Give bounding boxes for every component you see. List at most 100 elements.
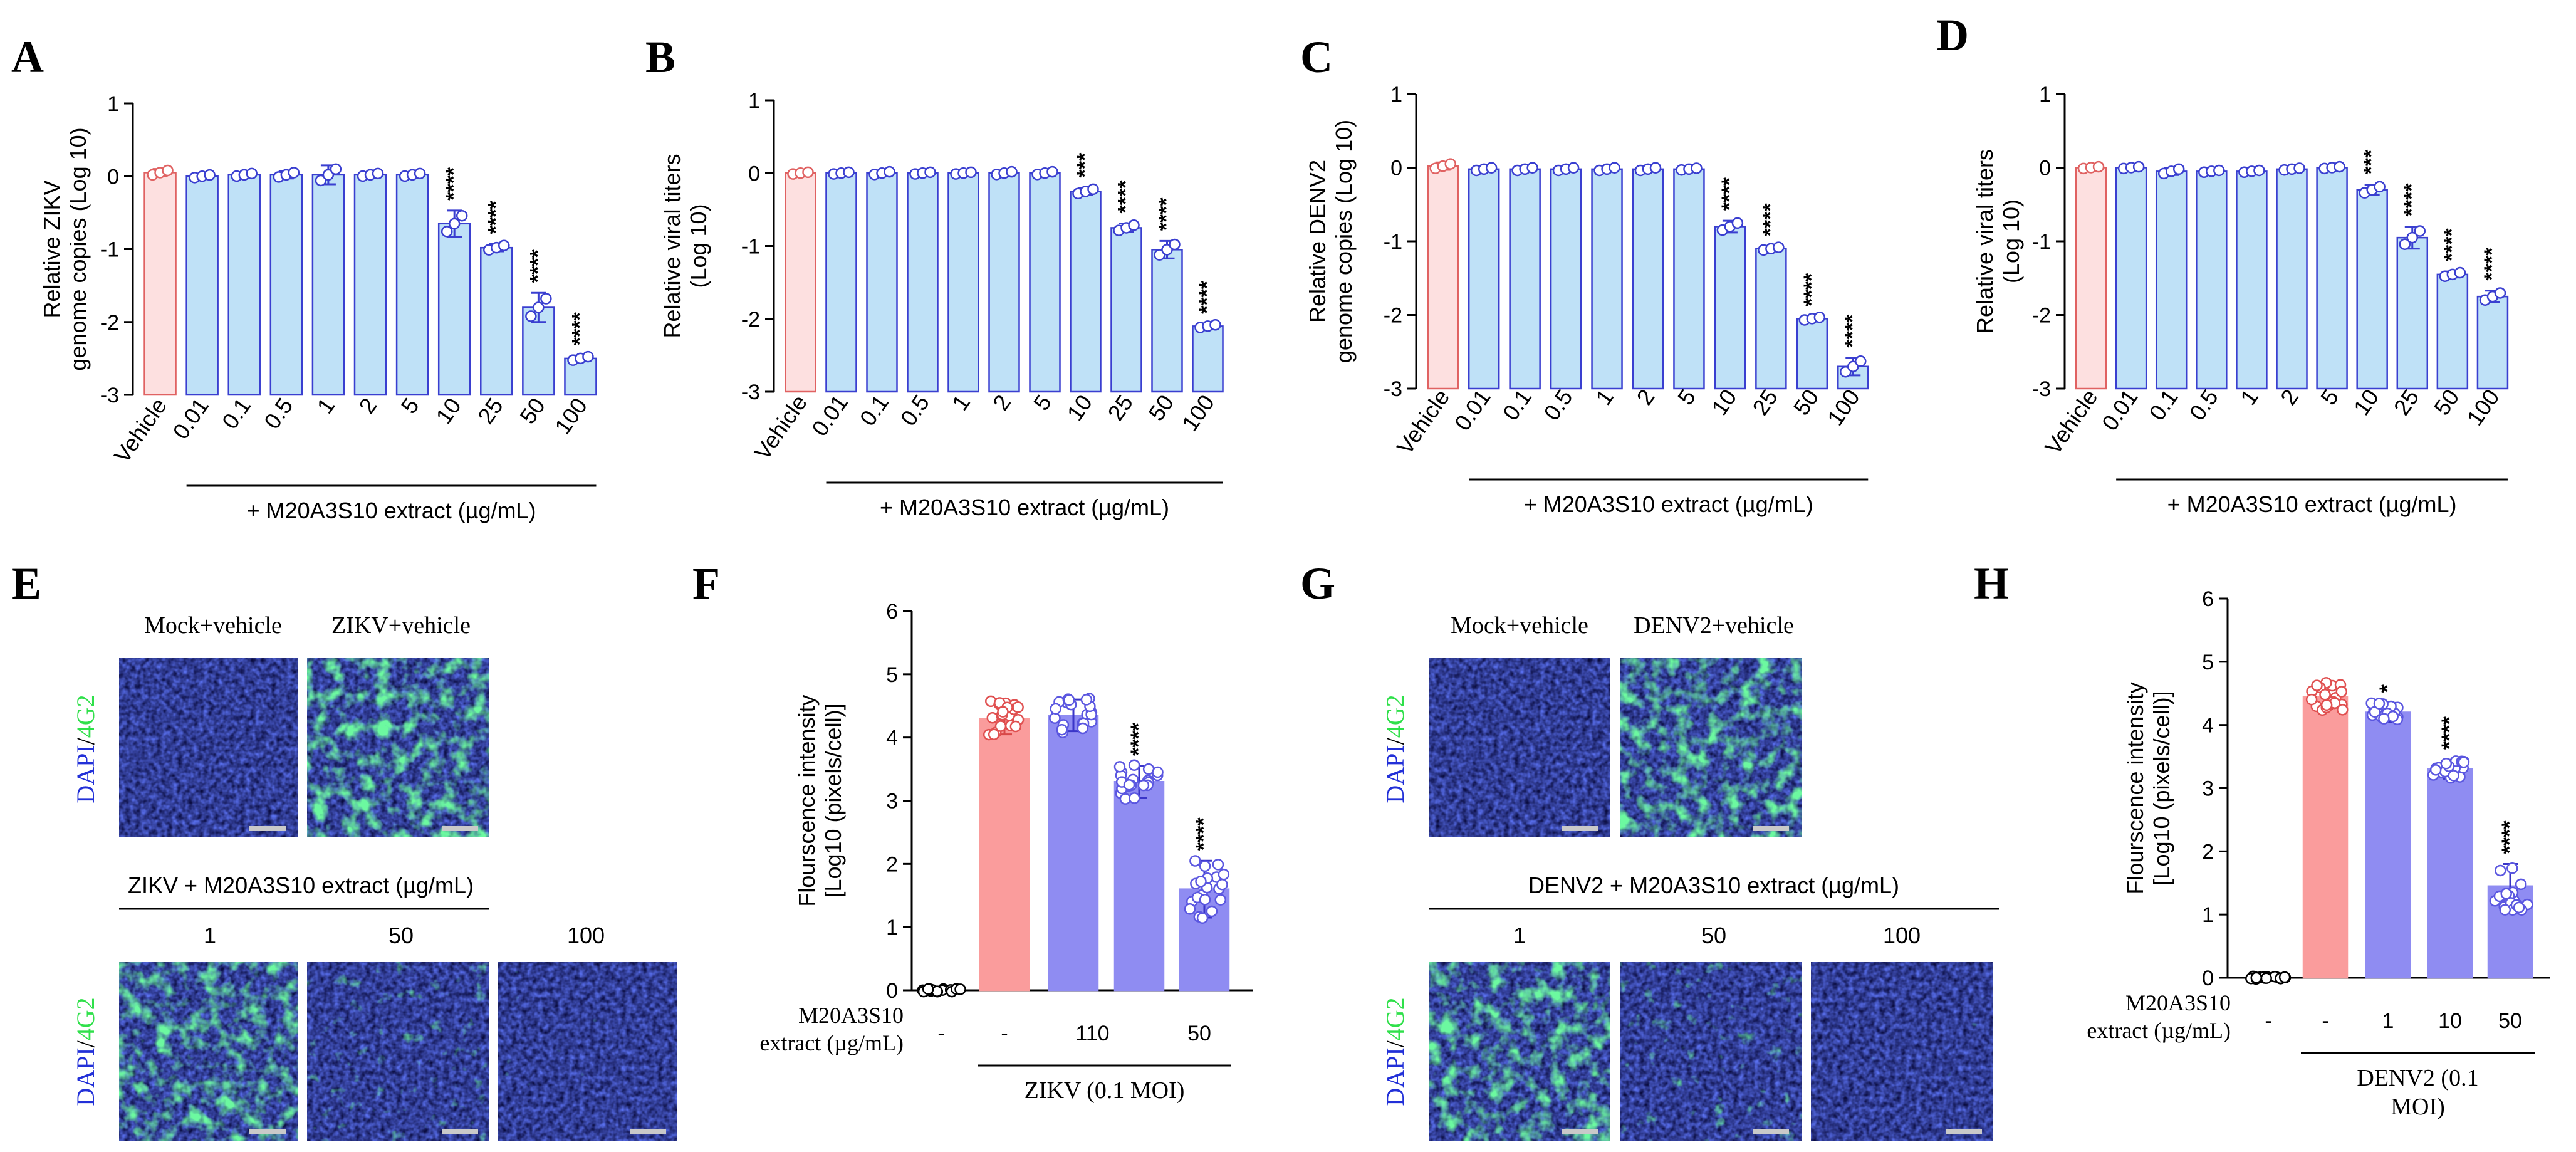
e-treatment-label: ZIKV + M20A3S10 extract (µg/mL) [128,872,474,898]
x-tick-label: 0.1 [217,393,256,434]
data-point [1199,860,1211,872]
y-axis-label-line: Relative viral titers [659,154,685,338]
bar [2236,170,2268,390]
x-tick-label: 10 [1061,390,1097,425]
row-label: M20A3S10 extract (µg/mL) [2087,990,2231,1043]
data-point [1813,312,1826,323]
imaging-panel-g: Mock+vehicle DENV2+vehicle DENV2 + M20A3… [1381,612,1999,1141]
data-point [288,167,300,179]
x-tick-label: 10 [2438,1009,2462,1033]
bar [1029,172,1061,393]
y-tick-label: 1 [2202,903,2214,927]
imaging-panel-e: Mock+vehicle ZIKV+vehicle ZIKV + M20A3S1… [71,612,677,1141]
data-point [2278,971,2291,983]
data-point [1526,162,1538,174]
data-point [2495,864,2506,877]
significance-marker: **** [2480,247,2504,281]
y-tick-label: -3 [100,384,119,407]
row-label-line: M20A3S10 [798,1003,904,1028]
chart-panel-f: 0 1 2 3 4 5 6 Flourscence intensity[Log10 (pixe… [759,600,1253,1104]
e-stain-label-top: DAPI/4G2 [71,694,100,803]
row-label: M20A3S10 extract (µg/mL) [759,1003,904,1055]
y-axis-label: Relative viral titers(Log 10) [1972,149,2024,333]
data-point [1006,165,1018,178]
panel-letter-d: D [1936,10,1969,60]
data-point [1184,903,1196,915]
data-point [1012,701,1024,713]
data-point [2260,972,2272,985]
micrograph-e-mock [119,658,298,837]
bar [2396,236,2429,390]
significance-marker: **** [2498,820,2521,854]
e-dose-1: 1 [204,923,216,948]
g-label-infected: DENV2+vehicle [1634,612,1794,639]
data-point [2448,770,2459,782]
x-tick-label: 0.5 [1538,385,1577,426]
data-point [1050,703,1061,715]
scale-bar [1562,1129,1598,1134]
bar [480,246,513,396]
panel-letter-b: B [645,32,675,82]
x-tick-label: 0.01 [2097,385,2143,436]
y-tick-label: 2 [2202,840,2214,864]
y-tick-label: -1 [741,235,760,259]
data-point [1063,694,1075,706]
y-tick-label: 4 [886,726,898,750]
data-point [1773,241,1785,253]
bar [1550,168,1582,390]
bar [143,172,177,396]
y-axis-label-line: [Log10 (pixels/cell)] [2149,691,2174,885]
data-point [2506,862,2518,874]
data-point [1691,162,1703,174]
bar [269,174,303,396]
data-point [1189,855,1201,867]
panel-letter-g: G [1300,558,1335,609]
data-point [1212,859,1224,871]
y-tick-label: -2 [2032,304,2051,328]
data-point [315,174,327,187]
y-axis-label-line: Relative ZIKV [39,180,65,318]
bar [2365,711,2411,979]
x-tick-label: 10 [2349,385,2384,420]
x-tick-label: 25 [2389,385,2424,420]
group-label: + M20A3S10 extract (µg/mL) [1524,491,1813,517]
bar [988,172,1020,393]
data-point [2335,686,2348,698]
g-dose-50: 50 [1701,923,1726,948]
bar [2427,768,2473,979]
x-tick-label: 0.1 [1498,385,1536,426]
significance-marker: **** [1155,197,1179,231]
x-tick-label: 100 [1822,385,1865,431]
y-tick-label: 1 [748,89,760,113]
bar [785,172,816,393]
x-tick-label: 50 [514,393,550,428]
bar [2075,167,2107,390]
x-tick-label: 50 [1187,1022,1211,1045]
data-point [456,210,468,222]
x-tick-label: 10 [430,393,466,428]
y-axis-label-line: genome copies (Log 10) [65,127,91,370]
significance-marker: *** [2360,149,2384,174]
x-tick-label: 5 [1028,390,1056,415]
micrograph-e-dose-100 [498,962,677,1141]
data-point [1731,217,1744,229]
y-axis-label-line: Relative viral titers [1972,149,1998,333]
x-tick-label: 0.1 [2144,385,2182,426]
y-tick-label: -1 [2032,230,2051,254]
micrograph-g-infected [1620,658,1802,837]
data-point [322,169,335,181]
scale-bar [249,1129,286,1134]
data-point [1080,694,1093,706]
significance-marker: **** [526,249,550,283]
x-tick-label: 100 [550,393,592,439]
data-point [2373,698,2386,710]
data-point [1009,720,1022,733]
data-point [1046,165,1058,178]
x-tick-label: 1 [311,393,340,418]
x-tick-label: 0.5 [895,390,934,431]
data-point [1087,183,1099,196]
bar [907,172,939,393]
e-label-infected: ZIKV+vehicle [331,612,471,639]
data-point [986,711,999,724]
